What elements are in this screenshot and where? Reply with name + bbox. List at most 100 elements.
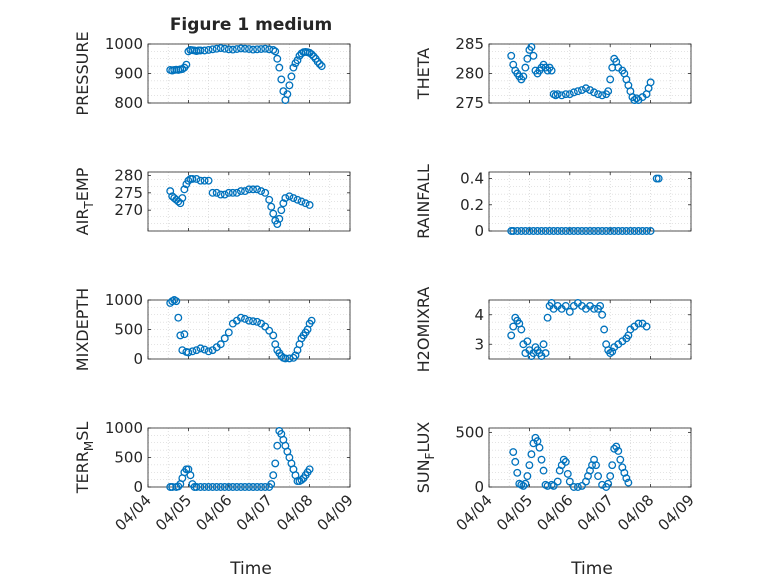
subplot-1: 800 900 1000 PRESSURE (73, 31, 351, 116)
data-point (200, 345, 209, 354)
data-point (533, 227, 542, 235)
data-point (612, 442, 621, 451)
data-point (590, 88, 598, 97)
y-tick-label: 500 (114, 449, 143, 467)
data-point (285, 192, 294, 201)
data-point (182, 60, 191, 69)
data-point (257, 45, 266, 53)
data-point (228, 483, 237, 491)
data-point (204, 347, 213, 356)
data-point (535, 443, 544, 452)
data-point (582, 84, 590, 93)
data-point (301, 199, 310, 208)
data-point (553, 227, 562, 235)
data-point (196, 344, 205, 353)
data-point (523, 54, 532, 63)
data-point (224, 328, 233, 337)
data-point (509, 322, 518, 331)
data-point (293, 56, 302, 65)
data-point (204, 176, 213, 185)
data-point (245, 45, 253, 53)
data-point (184, 348, 193, 357)
data-point (559, 455, 568, 464)
figure-title: Figure 1 medium (170, 15, 332, 35)
data-point (511, 457, 520, 466)
data-point (236, 44, 245, 53)
data-point (557, 91, 566, 100)
data-point (174, 313, 183, 322)
data-point (527, 450, 536, 459)
data-point (241, 314, 249, 323)
data-point (557, 227, 566, 235)
y-tick-label: 280 (114, 166, 143, 184)
y-tick-label: 0.2 (460, 196, 484, 214)
data-point (275, 63, 284, 72)
data-point (565, 477, 574, 486)
data-point (598, 91, 607, 100)
data-point (307, 316, 316, 325)
data-point (287, 72, 296, 81)
y-axis-label: RAINFALL (414, 164, 433, 239)
data-point (265, 195, 274, 204)
subplot-6: 3 4 H2OMIXRA (414, 287, 692, 372)
data-point (561, 301, 570, 310)
data-point (594, 472, 603, 481)
data-point (192, 174, 201, 183)
data-point (521, 63, 530, 72)
data-point (236, 313, 245, 322)
data-point (525, 227, 534, 235)
y-tick-label: 0 (133, 478, 143, 496)
data-point (549, 227, 558, 235)
data-point (573, 227, 582, 235)
y-tick-label: 0 (474, 478, 484, 496)
data-point (569, 88, 578, 97)
data-point (600, 325, 609, 334)
data-point (539, 466, 548, 475)
y-axis-label-subscript: T (82, 201, 96, 210)
data-point (273, 220, 282, 229)
y-axis-label-part: SL (73, 422, 92, 441)
data-point (289, 63, 298, 72)
data-point (634, 319, 643, 328)
data-point (277, 352, 286, 360)
data-point (249, 45, 257, 54)
data-point (232, 45, 241, 53)
data-point (224, 483, 233, 491)
data-point (521, 227, 530, 235)
data-point (283, 90, 292, 99)
data-point (519, 481, 528, 490)
data-point (200, 483, 209, 491)
data-point (249, 185, 257, 194)
data-point (253, 317, 262, 326)
data-point (507, 331, 516, 340)
x-axis-label: Time (570, 559, 613, 579)
data-point (606, 472, 615, 481)
y-axis-label: MIXDEPTH (73, 288, 92, 371)
data-point (614, 227, 623, 235)
data-point (166, 187, 175, 196)
data-point (654, 174, 663, 183)
data-point (529, 51, 538, 60)
data-point (642, 227, 651, 235)
y-tick-label: 3 (474, 335, 484, 353)
data-point (271, 47, 280, 56)
data-point (309, 52, 318, 61)
data-point (285, 81, 294, 90)
data-point (281, 194, 290, 202)
data-point (523, 472, 532, 481)
data-point (634, 227, 643, 235)
data-point (541, 227, 550, 235)
data-point (598, 227, 607, 235)
data-point (569, 483, 578, 491)
y-tick-label: 270 (114, 201, 143, 219)
data-point (610, 227, 619, 235)
data-point (289, 353, 298, 362)
data-point (228, 188, 237, 197)
data-point (192, 346, 201, 355)
data-point (178, 65, 187, 74)
data-point (307, 50, 316, 59)
data-point (249, 317, 257, 326)
x-axis-label: Time (229, 559, 272, 579)
data-point (577, 481, 586, 490)
y-tick-label: 4 (474, 306, 484, 324)
